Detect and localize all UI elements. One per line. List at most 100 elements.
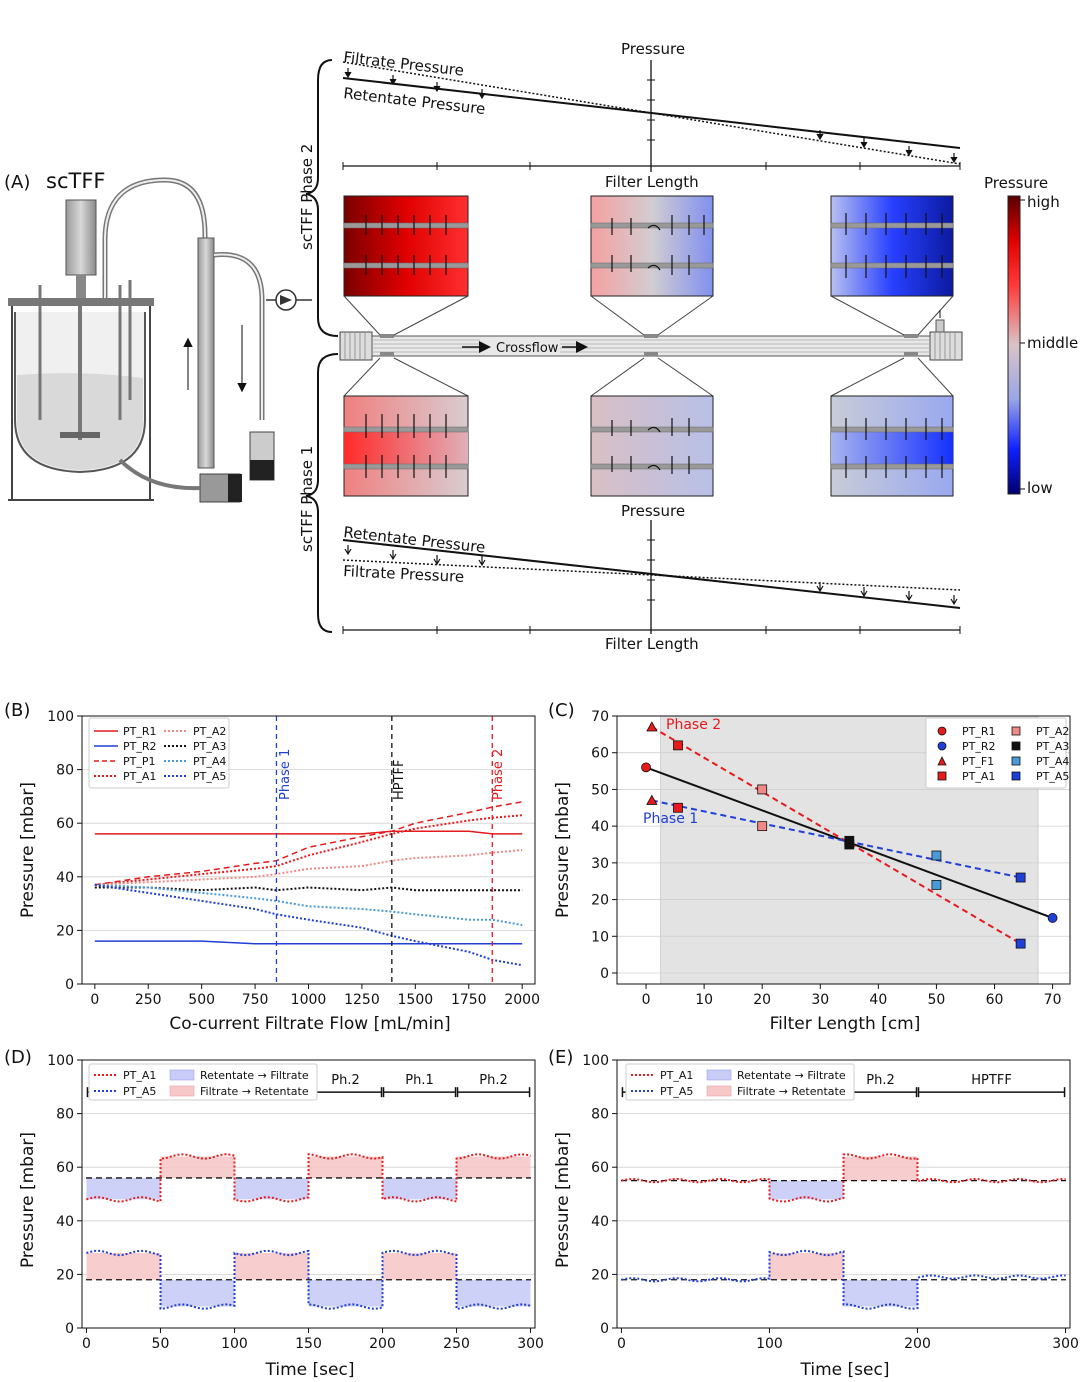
- point-pt-a2: [757, 784, 768, 795]
- panel-a-label: (A): [4, 172, 30, 193]
- pressure-colorbar: Pressure high middle low: [984, 174, 1078, 497]
- phase-bracket-label: Ph.2: [866, 1073, 894, 1088]
- vline-label-phase2: Phase 2: [491, 749, 506, 800]
- panel-b-ytick-label: 80: [56, 763, 74, 779]
- point-pt-r2: [1047, 913, 1058, 923]
- panel-pD-ytick-label: 20: [56, 1267, 74, 1283]
- panel-e-fills: [769, 1156, 918, 1307]
- series-pt-a1: [621, 1153, 1066, 1203]
- legend-c-pt-a2: PT_A2: [1036, 725, 1069, 738]
- phase2-annotation: Phase 2: [666, 717, 721, 733]
- series-pt-r1: [94, 830, 523, 835]
- panel-c-ytick-label: 30: [591, 856, 609, 872]
- panel-pD-xtick-label: 150: [295, 1336, 322, 1352]
- phase-bracket-label: HPTFF: [971, 1073, 1012, 1088]
- panel-d-series: [86, 1153, 531, 1310]
- legend-b-pt-a4: PT_A4: [193, 755, 226, 768]
- fill-retentate-to-filtrate: [382, 1177, 457, 1200]
- fill-filtrate-to-retentate: [86, 1252, 161, 1280]
- panel-pD-xtick-label: 0: [82, 1336, 91, 1352]
- panel-c-xlabel: Filter Length [cm]: [770, 1014, 921, 1034]
- phase1-filter-length-label: Filter Length: [605, 635, 699, 653]
- legend-d-retentate-to-filtrate: Retentate → Filtrate: [200, 1069, 309, 1082]
- phase2-side-label: scTFF Phase 2: [298, 144, 316, 250]
- phase2-filter-length-label: Filter Length: [605, 173, 699, 191]
- panel-c-xtick-label: 0: [642, 992, 651, 1008]
- panel-b-legend: PT_R1 PT_R2 PT_P1 PT_A1 PT_A2 PT_A3 PT_A…: [88, 717, 230, 789]
- phase1-retentate-pressure-label: Retentate Pressure: [343, 523, 487, 557]
- vline-label-phase1: Phase 1: [278, 749, 293, 800]
- fill-filtrate-to-retentate: [382, 1252, 457, 1280]
- legend-c-pt-r1: PT_R1: [962, 725, 996, 738]
- colorbar-middle: middle: [1027, 334, 1078, 352]
- legend-b-pt-a3: PT_A3: [193, 740, 226, 753]
- panel-pE-xtick-label: 0: [617, 1336, 626, 1352]
- point-pt-r1: [641, 762, 651, 773]
- panel-pE-ytick-label: 80: [591, 1107, 609, 1123]
- series-pt-a4: [94, 883, 523, 926]
- panel-b-label: (B): [4, 700, 30, 721]
- phase2-pressure-axis-label: Pressure: [621, 40, 685, 58]
- point-pt-f1: [646, 721, 658, 732]
- panel-b-xlabel: Co-current Filtrate Flow [mL/min]: [169, 1014, 450, 1034]
- phase1-brace: [305, 353, 339, 633]
- legend-c-pt-a4: PT_A4: [1036, 755, 1069, 768]
- panel-c-ytick-label: 50: [591, 782, 609, 798]
- legend-b-pt-a5: PT_A5: [193, 770, 226, 783]
- panel-pE-ytick-label: 0: [600, 1321, 609, 1337]
- series-pt-a5: [621, 1249, 1066, 1310]
- phase2-membrane-boxes: [343, 195, 954, 336]
- panel-b-vline-labels: Phase 1 HPTFF Phase 2: [278, 749, 506, 800]
- panel-c-xtick-label: 20: [753, 992, 771, 1008]
- panel-c: (C) 0 10 20 30 40 50 60 70 0 10 20 30 40 50 60 70 Filte…: [548, 700, 1071, 1034]
- legend-b-pt-r2: PT_R2: [123, 740, 157, 753]
- panel-e-xlabel: Time [sec]: [800, 1360, 890, 1380]
- fit-line-phase-2: [651, 726, 1022, 945]
- panel-pD-xtick-label: 300: [517, 1336, 544, 1352]
- panel-c-points: [641, 721, 1058, 949]
- panel-pE-ytick-label: 60: [591, 1160, 609, 1176]
- series-pt-a2: [94, 849, 523, 886]
- legend-d-pt-a5: PT_A5: [123, 1085, 156, 1098]
- panel-c-ytick-label: 20: [591, 893, 609, 909]
- panel-c-ytick-label: 70: [591, 709, 609, 725]
- panel-c-xtick-label: 40: [869, 992, 887, 1008]
- panel-c-xtick-label: 70: [1044, 992, 1062, 1008]
- point-pt-a2: [757, 821, 768, 832]
- tff-membrane-module: Crossflow: [339, 310, 963, 361]
- series-pt-a5: [94, 883, 523, 967]
- panel-b-ytick-label: 40: [56, 870, 74, 886]
- legend-e-retentate-to-filtrate: Retentate → Filtrate: [737, 1069, 846, 1082]
- panel-b-axes: 0 250 500 750 1000 1250 1500 1750 2000 0 20 40 60 80 1…: [47, 709, 540, 1008]
- phase1-pressure-schematic: Pressure Filter Length Retentate Pressur…: [342, 502, 961, 653]
- fill-filtrate-to-retentate: [308, 1156, 383, 1178]
- panel-e-legend: PT_A1 PT_A5 Retentate → Filtrate Filtrat…: [625, 1063, 855, 1101]
- panel-pD-xtick-label: 200: [369, 1336, 396, 1352]
- crossflow-label: Crossflow: [496, 341, 559, 356]
- point-pt-a5: [1015, 872, 1026, 883]
- phase2-pressure-schematic: Pressure Filter Length Filtrate Pressure…: [342, 40, 961, 191]
- panel-b-xtick-label: 250: [135, 992, 162, 1008]
- fill-filtrate-to-retentate: [843, 1156, 918, 1181]
- series-pt-a3: [94, 886, 523, 892]
- point-pt-f1: [646, 794, 658, 805]
- point-pt-a5: [1015, 938, 1026, 949]
- panel-b: (B) 0 250 500 750 1000 1250 1500 1750 2000 0 20 40 6…: [4, 700, 540, 1034]
- panel-b-xtick-label: 0: [90, 992, 99, 1008]
- point-pt-a4: [931, 879, 942, 890]
- phase1-pressure-axis-label: Pressure: [621, 502, 685, 520]
- panel-pE-xtick-label: 100: [756, 1336, 783, 1352]
- phase1-membrane-boxes: [343, 357, 954, 497]
- phase2-brace: [305, 59, 339, 337]
- legend-c-pt-a5: PT_A5: [1036, 770, 1069, 783]
- legend-d-filtrate-to-retentate: Filtrate → Retentate: [200, 1085, 309, 1098]
- fill-retentate-to-filtrate: [234, 1177, 309, 1200]
- fill-retentate-to-filtrate: [308, 1279, 383, 1307]
- panel-c-ytick-label: 60: [591, 746, 609, 762]
- panel-pD-ytick-label: 80: [56, 1107, 74, 1123]
- phase1-side-label: scTFF Phase 1: [298, 446, 316, 552]
- vline-label-hptff: HPTFF: [392, 759, 407, 800]
- fill-retentate-to-filtrate: [456, 1279, 531, 1307]
- panel-d-axes: 0 50 100 150 200 250 300 0 20 40 60 80 100: [47, 1053, 544, 1352]
